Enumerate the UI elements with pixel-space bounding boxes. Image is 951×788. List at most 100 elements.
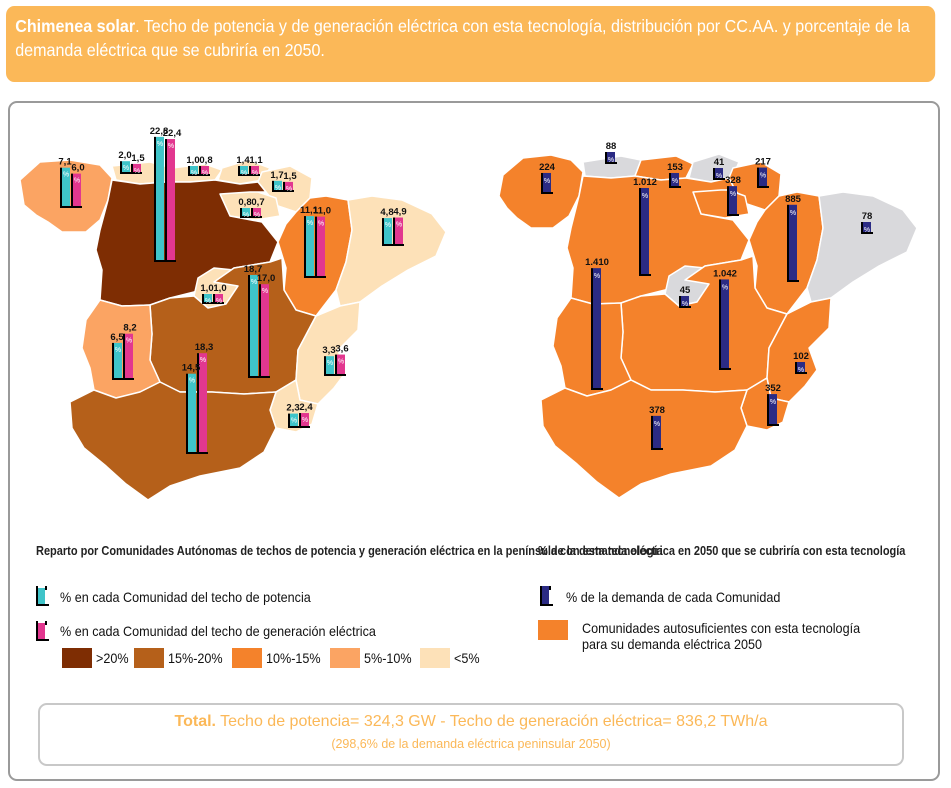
bar-axis — [213, 294, 215, 302]
bar-label-potencia: 0,8 — [238, 197, 251, 208]
bar-label-generacion: 17,0 — [257, 273, 276, 284]
demand-bar-group-1: % 88 — [605, 141, 617, 164]
bar-baseline — [639, 274, 651, 276]
legend-demanda-text: % de la demanda de cada Comunidad — [566, 589, 780, 605]
bar-label-demanda: 1.012 — [633, 177, 657, 188]
bar-percent-icon: % — [252, 170, 258, 177]
bar-group-1: % %2,0 1,5 — [118, 150, 145, 175]
bar-percent-icon: % — [544, 178, 550, 185]
bar-axis — [757, 167, 759, 186]
legend-potencia-icon — [36, 586, 49, 606]
bar-baseline — [861, 232, 873, 234]
bar-label-potencia: 2,0 — [118, 150, 131, 161]
right-map: %224%88%153%41%217%328%1.012%885%78%1.41… — [498, 141, 918, 499]
bar-percent-icon: % — [798, 367, 804, 374]
bar-label-demanda: 41 — [714, 157, 725, 168]
bar-baseline — [154, 260, 176, 262]
bar-percent-icon: % — [672, 178, 678, 185]
bar-label-generacion: 11,0 — [313, 206, 331, 217]
bar-label-demanda: 102 — [793, 351, 809, 362]
bar-percent-icon: % — [241, 170, 247, 177]
bar-potencia — [62, 167, 70, 206]
left-bar-layer: %%7,16,0% %2,0 1,5% %22,822,4% %1,0 0,8% %1,4 1… — [58, 126, 407, 454]
bar-label-potencia: 1,7 — [270, 170, 283, 181]
demand-bar-group-10: % 45 — [679, 285, 691, 308]
bar-percent-icon: % — [385, 222, 391, 229]
bar-percent-icon: % — [722, 284, 728, 291]
region-castilla-y-leon — [95, 179, 279, 307]
scale-swatch-1 — [134, 648, 164, 668]
bar-percent-icon: % — [654, 421, 660, 428]
right-bar-layer: %224%88%153%41%217%328%1.012%885%78%1.41… — [539, 141, 873, 450]
bar-axis — [154, 136, 156, 260]
bar-group-14: % %2,3 2,4 — [286, 402, 313, 428]
bar-percent-icon: % — [642, 193, 648, 200]
bar-demanda — [593, 268, 601, 388]
bar-label-potencia: 7,1 — [58, 157, 72, 168]
bar-axis — [335, 354, 337, 374]
bar-baseline — [120, 172, 142, 174]
bar-baseline — [304, 276, 326, 278]
bar-axis — [639, 187, 641, 274]
bar-axis — [669, 172, 671, 186]
bar-percent-icon: % — [191, 170, 197, 177]
header-banner: Chimenea solar. Techo de potencia y de g… — [6, 6, 936, 82]
bar-axis — [248, 275, 250, 376]
bar-axis — [324, 356, 326, 374]
bar-percent-icon: % — [63, 172, 69, 179]
bar-baseline — [186, 452, 208, 454]
bar-label-potencia: 3,3 — [322, 345, 335, 356]
bar-group-0: %% 7,16,0 — [58, 157, 85, 208]
bar-axis — [767, 394, 769, 424]
bar-baseline — [60, 206, 82, 208]
total-label: Total. — [174, 713, 216, 730]
region-andalucia-r — [540, 379, 748, 499]
bar-generacion — [317, 216, 325, 276]
bar-axis — [199, 166, 201, 174]
bar-percent-icon: % — [682, 301, 688, 308]
demand-bar-group-5: % 328 — [725, 175, 741, 216]
bar-axis — [71, 173, 73, 206]
bar-demanda — [641, 187, 649, 274]
bar-demanda — [681, 296, 689, 306]
bar-group-7: % % 11,111,0 — [300, 205, 331, 278]
bar-demanda — [721, 279, 729, 368]
bar-label-generacion: 1,5 — [283, 171, 297, 182]
bar-group-9: % %1,0 1,0 — [200, 283, 226, 305]
bar-percent-icon: % — [200, 357, 206, 364]
demand-bar-group-3: % 41 — [713, 157, 725, 180]
bar-group-13: %%14,518,3 — [182, 342, 213, 454]
bar-label-generacion: 1,1 — [249, 155, 263, 166]
bar-axis — [259, 284, 261, 376]
bar-baseline — [240, 216, 262, 218]
bar-axis — [727, 186, 729, 214]
bar-label-generacion: 6,0 — [71, 163, 84, 174]
bar-generacion — [167, 139, 175, 260]
bar-label-generacion: 8,2 — [123, 323, 136, 334]
bar-label-generacion: 2,4 — [299, 402, 313, 413]
bar-generacion — [261, 284, 269, 376]
bar-percent-icon: % — [327, 360, 333, 367]
bar-potencia — [188, 373, 196, 452]
legend-generacion-icon — [36, 621, 49, 641]
scale-swatch-2 — [232, 648, 262, 668]
bar-percent-icon: % — [307, 220, 313, 227]
bar-axis — [186, 373, 188, 452]
scale-swatch-3 — [330, 648, 360, 668]
bar-potencia — [290, 413, 298, 426]
bar-axis — [283, 181, 285, 190]
total-text: Techo de potencia= 324,3 GW - Techo de g… — [216, 713, 768, 730]
bar-label-generacion: 0,7 — [251, 197, 264, 208]
bar-baseline — [795, 372, 807, 374]
demand-bar-group-11: % 1.042 — [713, 268, 737, 370]
bar-axis — [123, 333, 125, 378]
bar-baseline — [651, 448, 663, 450]
bar-group-12: % %3,3 3,6 — [322, 344, 349, 376]
bar-axis — [272, 180, 274, 190]
bar-label-generacion: 1,0 — [213, 283, 226, 294]
bar-percent-icon: % — [608, 157, 614, 164]
demand-bar-group-0: % 224 — [539, 162, 556, 194]
bar-label-potencia: 22,8 — [150, 126, 169, 137]
header-text: . Techo de potencia y de generación eléc… — [15, 16, 910, 60]
region-andalucia — [69, 381, 277, 501]
